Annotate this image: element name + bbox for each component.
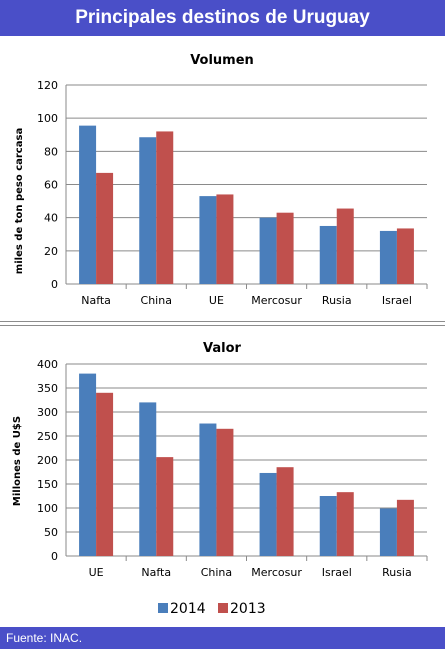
bar-2014-ue (79, 373, 97, 556)
bar-2014-china (199, 423, 217, 556)
bar-2013-nafta (156, 457, 174, 556)
bar-2013-rusia (396, 499, 414, 556)
category-label: Rusia (382, 566, 412, 579)
bar-2014-nafta (139, 402, 157, 556)
value-plot-area: 0 50 100 150 200 250 300 350 400 UE Nafta China Merc… (37, 358, 428, 579)
bar-2013-china (216, 428, 234, 556)
bar-2014-rusia (379, 508, 397, 556)
y-tick-label: 100 (37, 112, 58, 125)
bar-2014-israel (319, 496, 337, 556)
legend-label-2013: 2013 (230, 601, 266, 617)
bar-2014-israel (379, 230, 397, 284)
bar-2014-nafta (79, 125, 97, 284)
page-header: Principales destinos de Uruguay (0, 0, 445, 36)
y-tick-label: 150 (37, 478, 58, 491)
section-divider (0, 321, 445, 326)
category-label: Israel (382, 294, 412, 307)
y-tick-label: 80 (44, 145, 58, 158)
y-tick-label: 50 (44, 526, 58, 539)
category-label: China (201, 566, 232, 579)
category-label: China (141, 294, 172, 307)
y-tick-label: 40 (44, 212, 58, 225)
legend-swatch-2013 (218, 603, 228, 613)
y-tick-label: 0 (51, 278, 58, 291)
value-chart: Valor Millones de U$S 0 50 100 150 200 250 300… (12, 341, 428, 617)
bar-2013-rusia (336, 208, 354, 284)
bar-2014-china (139, 137, 157, 284)
category-label: Mercosur (251, 294, 302, 307)
legend-label-2014: 2014 (170, 601, 206, 617)
source-note: Fuente: INAC. (6, 631, 83, 645)
category-label: Nafta (141, 566, 171, 579)
category-label: Mercosur (251, 566, 302, 579)
category-label: Rusia (322, 294, 352, 307)
y-tick-label: 200 (37, 454, 58, 467)
y-tick-label: 100 (37, 502, 58, 515)
chart-title: Valor (203, 341, 242, 356)
bar-2013-ue (216, 194, 234, 284)
y-tick-label: 60 (44, 179, 58, 192)
category-label: Nafta (81, 294, 111, 307)
y-tick-label: 300 (37, 406, 58, 419)
y-tick-label: 120 (37, 79, 58, 92)
bar-2014-mercosur (259, 472, 277, 556)
y-tick-label: 400 (37, 358, 58, 371)
volume-chart: Volumen miles de ton peso carcasa 0 20 40 6… (14, 53, 428, 307)
y-tick-label: 0 (51, 550, 58, 563)
bar-2013-israel (336, 492, 354, 556)
bar-2014-mercosur (259, 217, 277, 284)
chart-title: Volumen (190, 53, 254, 68)
bar-2014-ue (199, 196, 217, 284)
legend-swatch-2014 (158, 603, 168, 613)
legend: 2014 2013 (158, 601, 266, 617)
bar-2013-china (156, 131, 174, 284)
bar-2013-mercosur (276, 212, 294, 284)
category-label: UE (89, 566, 104, 579)
y-tick-label: 350 (37, 382, 58, 395)
y-tick-label: 250 (37, 430, 58, 443)
bar-2013-ue (96, 392, 114, 556)
category-label: Israel (322, 566, 352, 579)
bar-2013-nafta (96, 172, 114, 284)
category-label: UE (209, 294, 224, 307)
y-axis-label: Millones de U$S (12, 416, 23, 506)
volume-plot-area: 0 20 40 60 80 100 120 Nafta China UE Mercosur Rusia… (37, 79, 428, 307)
y-axis-label: miles de ton peso carcasa (14, 128, 25, 274)
bar-2014-rusia (319, 225, 337, 284)
bar-2013-mercosur (276, 467, 294, 556)
y-tick-label: 20 (44, 245, 58, 258)
source-footer: Fuente: INAC. (0, 627, 445, 649)
bar-2013-israel (396, 228, 414, 284)
page-title: Principales destinos de Uruguay (75, 7, 370, 28)
